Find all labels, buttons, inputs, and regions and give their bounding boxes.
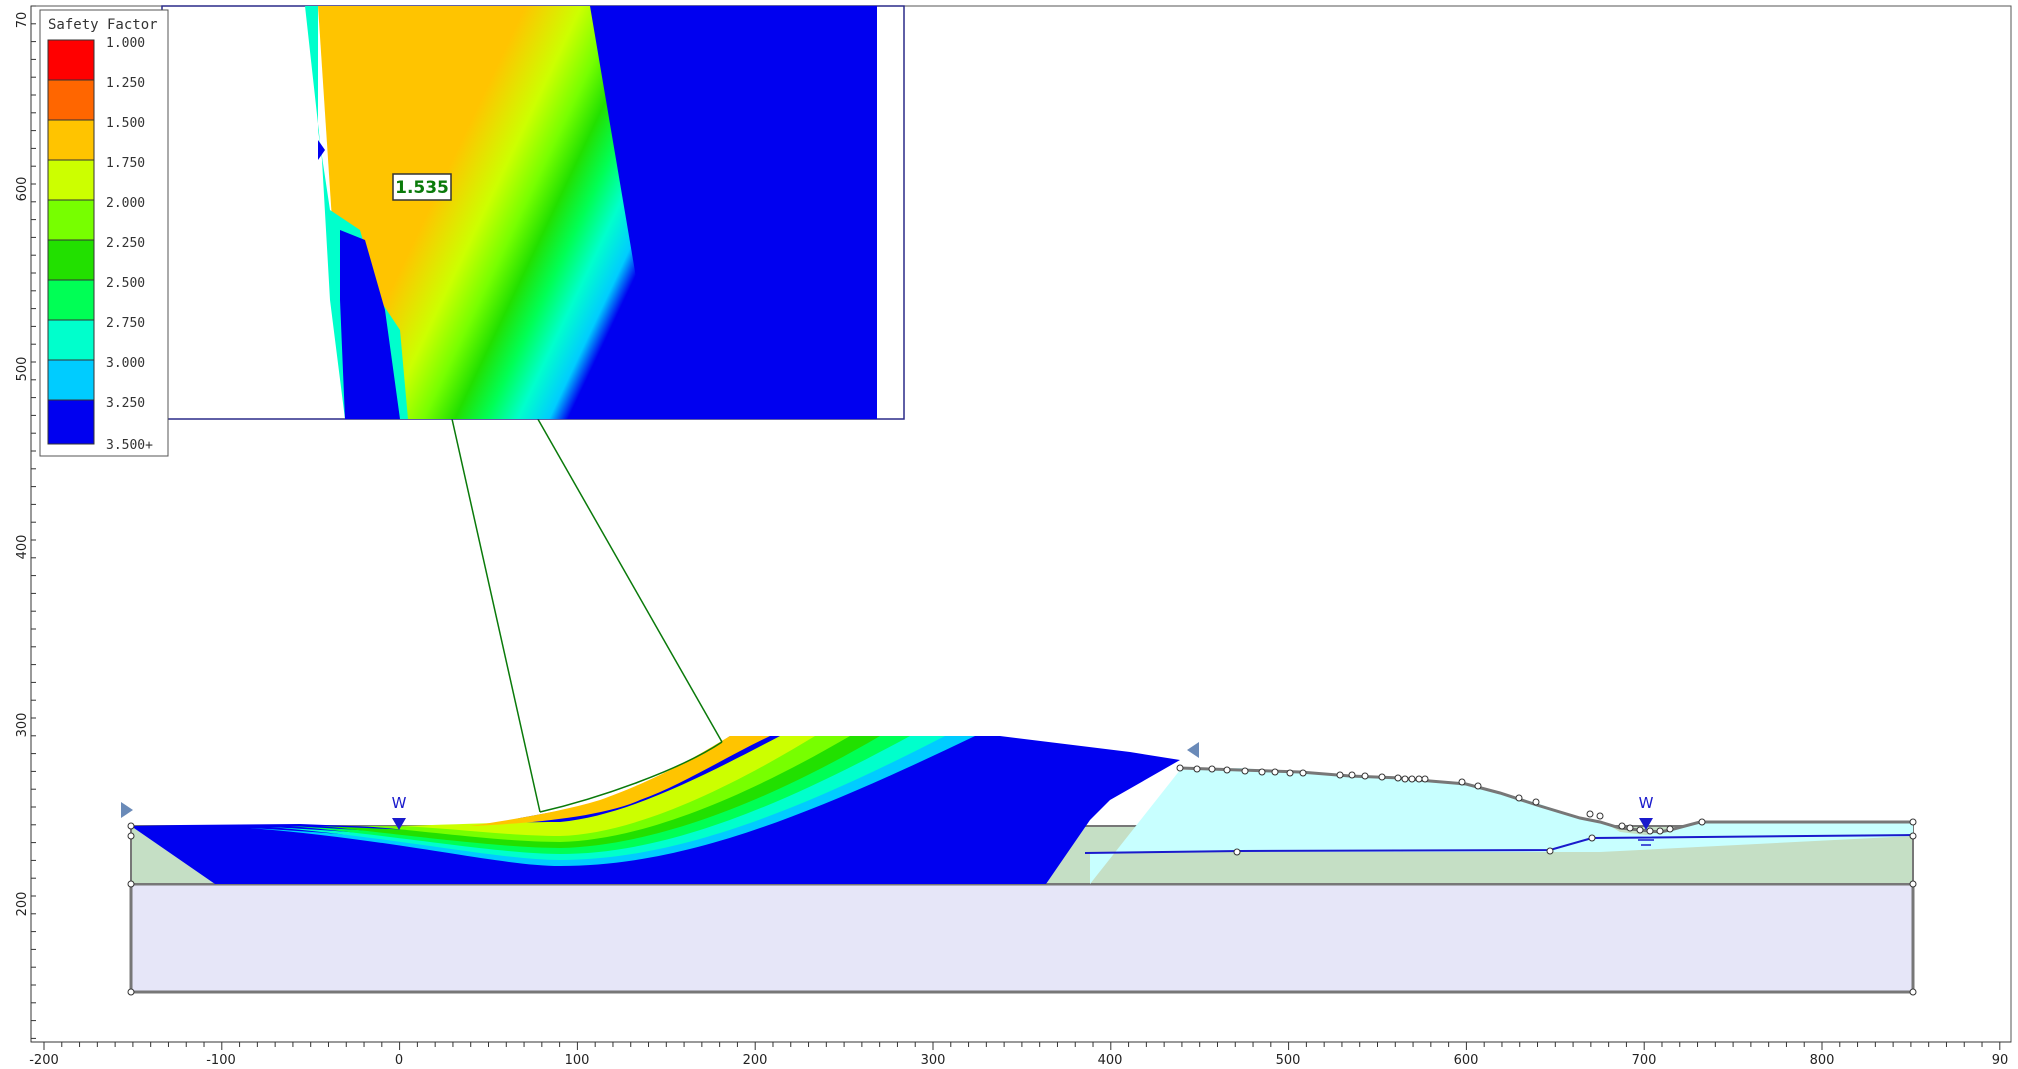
legend-label: 1.250: [106, 76, 145, 91]
x-tick-label: -100: [206, 1053, 236, 1068]
legend-label: 2.500: [106, 276, 145, 291]
y-tick-label: 200: [15, 892, 30, 917]
legend-label: 1.500: [106, 116, 145, 131]
svg-text:W: W: [392, 794, 407, 812]
legend-label: 1.750: [106, 156, 145, 171]
x-tick-label: 800: [1810, 1053, 1835, 1068]
x-tick-label: 400: [1098, 1053, 1123, 1068]
boundary-vertices: [127, 764, 1917, 996]
water-marker-left[interactable]: W: [392, 794, 407, 830]
safety-factor-contours[interactable]: [131, 736, 1180, 884]
y-tick-label: 500: [15, 357, 30, 382]
water-marker-right[interactable]: W: [1638, 794, 1654, 846]
min-safety-factor-label[interactable]: 1.535: [392, 173, 452, 201]
x-tick-label: 200: [743, 1053, 768, 1068]
legend-label: 1.000: [106, 36, 145, 51]
x-tick-label: 100: [565, 1053, 590, 1068]
y-tick-label: 300: [15, 713, 30, 738]
embankment-region[interactable]: [1090, 768, 1913, 884]
svg-text:1.535: 1.535: [395, 178, 449, 198]
legend-label: 3.500+: [106, 438, 153, 453]
bedrock-region[interactable]: [129, 882, 1915, 994]
slope-limit-marker-left[interactable]: [121, 802, 133, 818]
zoom-inset[interactable]: [161, 5, 905, 420]
x-tick-label: -200: [29, 1053, 59, 1068]
x-tick-label: 0: [395, 1053, 403, 1068]
legend-label: 3.250: [106, 396, 145, 411]
legend-label: 3.000: [106, 356, 145, 371]
legend-label: 2.000: [106, 196, 145, 211]
legend-label: 2.750: [106, 316, 145, 331]
x-tick-label: 500: [1276, 1053, 1301, 1068]
x-tick-label: 90: [1992, 1053, 2009, 1068]
critical-slip-surface[interactable]: [539, 741, 723, 813]
legend-label: 2.250: [106, 236, 145, 251]
y-axis: 70 600 500 400 300 200: [15, 5, 36, 1042]
x-axis: -200 -100 0 100 200 300 400 500 600 700 …: [29, 1041, 2011, 1068]
y-tick-label: 600: [15, 177, 30, 202]
safety-factor-legend[interactable]: Safety Factor 1.000 1.250 1.500 1.750 2.…: [39, 9, 169, 457]
x-tick-label: 300: [921, 1053, 946, 1068]
slope-limit-marker-right[interactable]: [1187, 742, 1199, 758]
x-tick-label: 700: [1632, 1053, 1657, 1068]
svg-text:W: W: [1639, 794, 1654, 812]
svg-text:Safety Factor: Safety Factor: [48, 17, 158, 33]
y-tick-label: 400: [15, 535, 30, 560]
legend-swatches: [47, 39, 95, 445]
x-tick-label: 600: [1454, 1053, 1479, 1068]
y-tick-label: 70: [15, 12, 30, 29]
